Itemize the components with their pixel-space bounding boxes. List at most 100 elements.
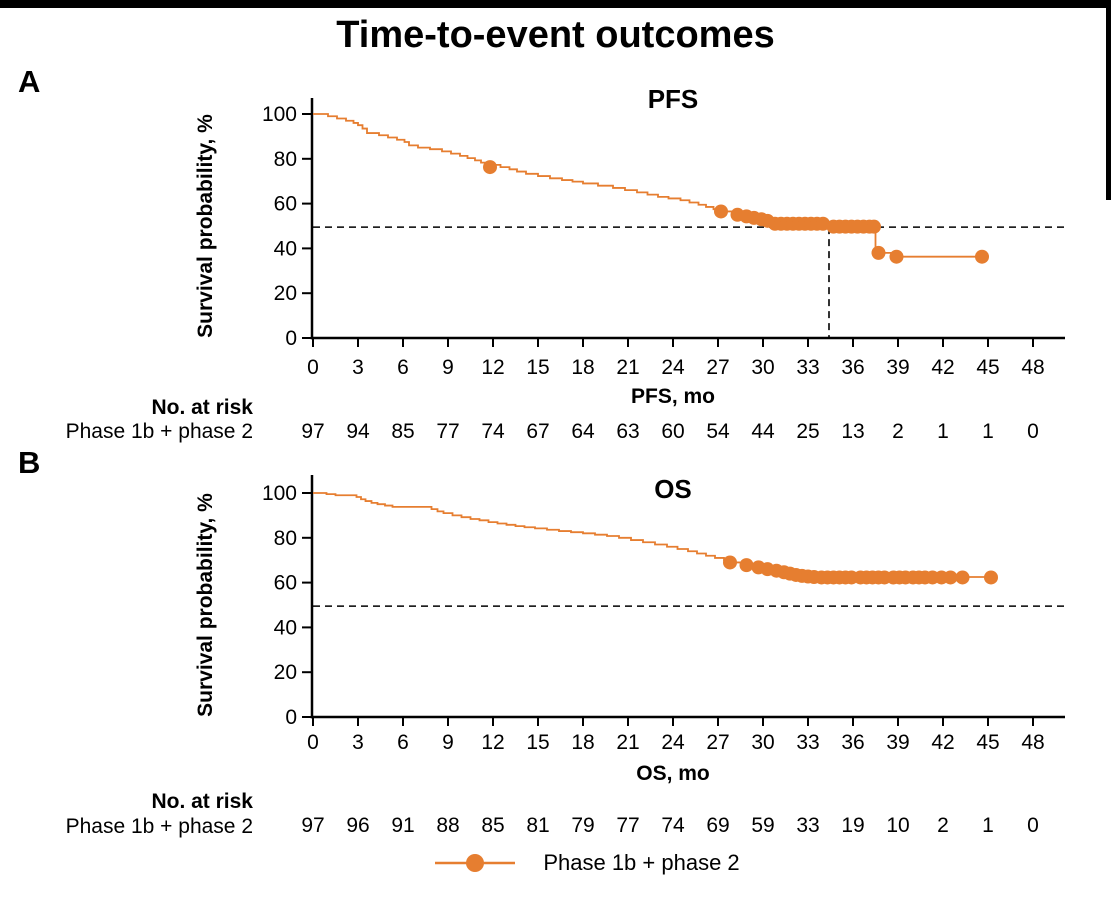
b-x-tick-label: 42 (931, 731, 954, 754)
b-km-step-curve (313, 492, 991, 578)
a-x-tick-label: 21 (616, 356, 639, 379)
b-censor-mark (984, 570, 998, 585)
b-y-tick-label: 0 (285, 706, 297, 729)
b-x-tick-label: 36 (841, 731, 864, 754)
a-risk-count: 1 (982, 420, 994, 443)
a-censor-mark (871, 245, 886, 260)
b-y-tick-label: 80 (274, 527, 297, 550)
a-x-tick-label: 48 (1021, 356, 1044, 379)
a-y-tick-label: 40 (274, 237, 297, 260)
b-x-tick-label: 0 (307, 731, 319, 754)
a-risk-count: 1 (937, 420, 949, 443)
b-risk-count: 81 (526, 814, 549, 837)
panel-b-risk-table-header: No. at risk (151, 790, 253, 813)
b-risk-count: 74 (661, 814, 685, 837)
b-censor-mark (955, 570, 970, 585)
b-risk-count: 91 (391, 814, 414, 837)
b-x-tick-label: 6 (397, 731, 409, 754)
a-risk-count: 25 (796, 420, 819, 443)
b-y-tick-label: 60 (274, 572, 297, 595)
a-x-tick-label: 42 (931, 356, 954, 379)
a-risk-count: 54 (706, 420, 730, 443)
a-risk-count: 0 (1027, 420, 1039, 443)
b-risk-count: 97 (301, 814, 324, 837)
a-y-tick-label: 60 (274, 193, 297, 216)
a-y-tick-label: 80 (274, 148, 297, 171)
b-risk-count: 69 (706, 814, 729, 837)
legend-label: Phase 1b + phase 2 (543, 850, 740, 875)
b-x-tick-label: 24 (661, 731, 685, 754)
b-y-tick-label: 20 (274, 661, 297, 684)
figure-title: Time-to-event outcomes (336, 14, 775, 56)
a-risk-count: 67 (526, 420, 549, 443)
a-risk-count: 85 (391, 420, 414, 443)
a-risk-count: 97 (301, 420, 324, 443)
a-y-tick-label: 20 (274, 282, 297, 305)
b-x-tick-label: 45 (976, 731, 999, 754)
a-censor-mark (714, 204, 728, 219)
b-risk-count: 0 (1027, 814, 1039, 837)
b-y-tick-label: 100 (262, 482, 297, 505)
a-risk-count: 74 (481, 420, 505, 443)
b-x-tick-label: 9 (442, 731, 454, 754)
a-risk-count: 64 (571, 420, 595, 443)
legend-series-marker-icon (435, 854, 516, 872)
legend-dot (466, 854, 485, 872)
a-risk-count: 77 (436, 420, 459, 443)
b-censor-mark (723, 555, 737, 570)
a-risk-count: 63 (616, 420, 639, 443)
a-x-tick-label: 33 (796, 356, 819, 379)
b-risk-count: 96 (346, 814, 369, 837)
b-risk-count: 2 (937, 814, 949, 837)
panel-b-letter: B (18, 445, 41, 480)
panel-a-risk-row-label: Phase 1b + phase 2 (65, 420, 253, 443)
b-risk-count: 59 (751, 814, 774, 837)
b-x-tick-label: 18 (571, 731, 594, 754)
panel-a-x-axis-label: PFS, mo (630, 385, 715, 408)
b-censor-mark (739, 558, 754, 573)
a-x-tick-label: 36 (841, 356, 864, 379)
top-border-line (0, 0, 1111, 8)
a-risk-count: 44 (751, 420, 775, 443)
b-x-tick-label: 12 (481, 731, 504, 754)
a-x-tick-label: 0 (307, 356, 319, 379)
a-y-tick-label: 0 (285, 327, 297, 350)
a-censor-mark (867, 219, 881, 234)
a-x-tick-label: 30 (751, 356, 774, 379)
a-x-tick-label: 3 (352, 356, 364, 379)
b-censor-mark (943, 570, 958, 585)
a-risk-count: 94 (346, 420, 370, 443)
b-risk-count: 33 (796, 814, 819, 837)
panel-a-risk-table-header: No. at risk (151, 396, 253, 419)
b-x-tick-label: 30 (751, 731, 774, 754)
panel-b-risk-row-label: Phase 1b + phase 2 (65, 815, 253, 838)
a-risk-count: 13 (841, 420, 864, 443)
a-x-tick-label: 24 (661, 356, 685, 379)
panel-a-title: PFS (647, 84, 699, 114)
b-x-tick-label: 21 (616, 731, 639, 754)
right-border-line (1106, 0, 1111, 200)
a-risk-count: 2 (892, 420, 904, 443)
a-y-tick-label: 100 (262, 103, 297, 126)
a-x-tick-label: 27 (706, 356, 729, 379)
a-censor-mark (889, 249, 904, 264)
a-x-tick-label: 18 (571, 356, 594, 379)
b-x-tick-label: 3 (352, 731, 364, 754)
b-risk-count: 10 (886, 814, 909, 837)
b-x-tick-label: 39 (886, 731, 909, 754)
b-risk-count: 79 (571, 814, 594, 837)
a-x-tick-label: 9 (442, 356, 454, 379)
a-x-tick-label: 45 (976, 356, 999, 379)
b-risk-count: 19 (841, 814, 864, 837)
panel-b-title: OS (654, 474, 692, 504)
b-risk-count: 77 (616, 814, 639, 837)
panel-a-letter: A (18, 64, 41, 99)
b-x-tick-label: 33 (796, 731, 819, 754)
a-km-step-curve (313, 113, 982, 258)
b-risk-count: 88 (436, 814, 459, 837)
a-censor-mark (816, 216, 830, 231)
a-x-tick-label: 6 (397, 356, 409, 379)
b-risk-count: 85 (481, 814, 504, 837)
